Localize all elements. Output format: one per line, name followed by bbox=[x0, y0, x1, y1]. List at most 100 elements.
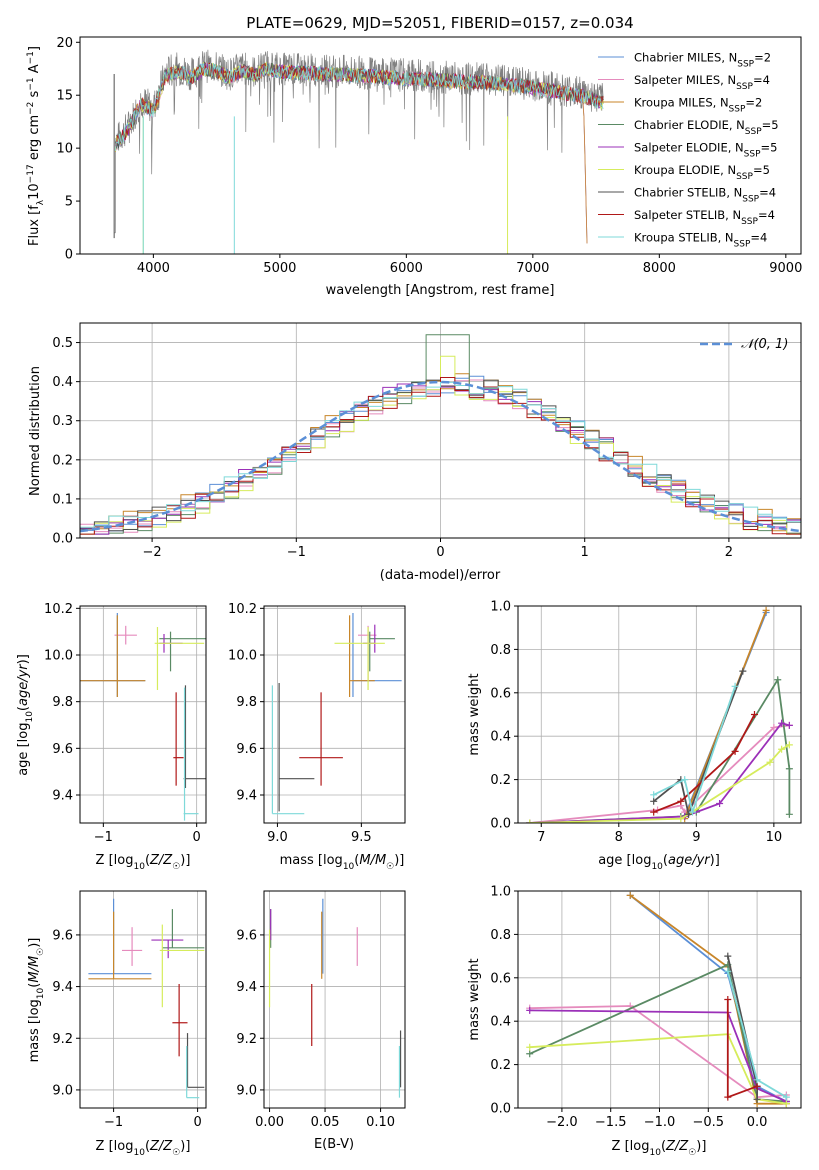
mass-weight-marker bbox=[724, 1093, 732, 1101]
x-tick-label: 9 bbox=[692, 830, 700, 845]
mass-weight-line bbox=[529, 677, 791, 823]
mass-weight-line bbox=[529, 744, 790, 823]
x-tick-label: 6000 bbox=[390, 261, 423, 276]
axes-frame bbox=[263, 890, 406, 1109]
x-tick-label: 0.05 bbox=[311, 1115, 340, 1130]
mass-weight-marker bbox=[778, 719, 786, 727]
mass-weight-marker bbox=[785, 741, 793, 749]
mass-weight-marker bbox=[650, 791, 658, 799]
age-vs-Z-plot-area bbox=[80, 613, 206, 821]
y-tick-label: 9.8 bbox=[236, 695, 257, 710]
residual-histogram-axes: −2 −1 0 1 2 0.0 0.1 0.2 0.3 0.4 0.5 bbox=[52, 322, 802, 560]
x-tick-label: 7 bbox=[537, 830, 545, 845]
y-tick-label: 1.0 bbox=[490, 885, 511, 900]
x-tick-label: 9.5 bbox=[351, 830, 372, 845]
mass-vs-EBV-axes: 0.00 0.05 0.10 9.0 9.2 9.4 9.6 bbox=[236, 890, 406, 1130]
legend-entry: Kroupa MILES, NSSP=2 bbox=[634, 96, 762, 115]
legend-entry: Chabrier STELIB, NSSP=4 bbox=[634, 186, 776, 205]
mass-weight-marker bbox=[526, 1006, 534, 1014]
x-axis-label: age [log10(age/yr)] bbox=[598, 853, 720, 872]
mass-vs-Z-axes: −1 0 9.0 9.2 9.4 9.6 bbox=[52, 890, 207, 1130]
y-axis-label: age [log10(age/yr)] bbox=[16, 654, 35, 776]
mass-weight-marker bbox=[762, 606, 770, 614]
mass-weight-marker bbox=[650, 808, 658, 816]
mass-weight-marker bbox=[785, 765, 793, 773]
mass-weight-marker bbox=[731, 747, 739, 755]
mass-weight-marker bbox=[782, 1093, 790, 1101]
axes-frame bbox=[263, 605, 406, 824]
y-tick-label: 0.4 bbox=[490, 1015, 511, 1030]
mass-weight-marker bbox=[766, 758, 774, 766]
x-tick-label: 5000 bbox=[263, 261, 296, 276]
mass-weight-marker bbox=[753, 1076, 761, 1084]
y-tick-label: 5 bbox=[65, 195, 73, 210]
x-tick-label: 7000 bbox=[516, 261, 549, 276]
y-tick-label: 0.6 bbox=[490, 686, 511, 701]
mass-vs-Z-plot-area bbox=[88, 898, 205, 1099]
age-vs-mass-axes: 9.0 9.5 9.4 9.6 9.8 10.0 10.2 bbox=[228, 602, 406, 845]
mass-weight-marker bbox=[526, 1050, 534, 1058]
y-tick-label: 9.4 bbox=[52, 789, 73, 804]
y-tick-label: 1.0 bbox=[490, 600, 511, 615]
y-axis-label: mass weight bbox=[467, 958, 482, 1040]
massweight-vs-Z-axes: −2.0 −1.5 −1.0 −0.5 0.0 0.0 0.2 0.4 0.6 0.8 1.0 bbox=[490, 885, 802, 1130]
y-tick-label: 10.0 bbox=[44, 649, 73, 664]
x-axis-label: (data-model)/error bbox=[380, 568, 501, 583]
x-tick-label: 8 bbox=[615, 830, 623, 845]
legend-entry: Kroupa STELIB, NSSP=4 bbox=[634, 231, 767, 250]
mass-weight-marker bbox=[688, 808, 696, 816]
x-tick-label: −1.0 bbox=[644, 1115, 676, 1130]
y-tick-label: 9.0 bbox=[236, 1083, 257, 1098]
mass-weight-marker bbox=[650, 797, 658, 805]
mass-weight-line bbox=[653, 714, 756, 813]
x-tick-label: 10 bbox=[766, 830, 783, 845]
legend-entry: Salpeter MILES, NSSP=4 bbox=[634, 73, 770, 92]
mass-weight-line bbox=[529, 722, 790, 823]
mass-weight-marker bbox=[785, 810, 793, 818]
residual-histogram-plot-area bbox=[80, 334, 801, 535]
y-tick-label: 9.4 bbox=[52, 980, 73, 995]
x-tick-label: 8000 bbox=[643, 261, 676, 276]
y-tick-label: 9.0 bbox=[52, 1083, 73, 1098]
mass-weight-marker bbox=[753, 1082, 761, 1090]
x-tick-label: 1 bbox=[581, 545, 589, 560]
y-tick-label: 9.6 bbox=[236, 928, 257, 943]
histogram-step bbox=[80, 355, 801, 535]
figure-title: PLATE=0629, MJD=52051, FIBERID=0157, z=0… bbox=[246, 14, 633, 32]
legend-entry: Kroupa ELODIE, NSSP=5 bbox=[634, 163, 770, 182]
massweight-vs-age-axes: 7 8 9 10 0.0 0.2 0.4 0.6 0.8 1.0 bbox=[490, 600, 802, 845]
mass-weight-line bbox=[653, 686, 736, 816]
y-tick-label: 0 bbox=[65, 248, 73, 263]
y-tick-label: 10 bbox=[56, 142, 73, 157]
y-tick-label: 9.6 bbox=[236, 742, 257, 757]
model-spectrum-line bbox=[115, 62, 604, 151]
legend-entry: Chabrier ELODIE, NSSP=5 bbox=[634, 118, 779, 137]
x-tick-label: −1 bbox=[287, 545, 306, 560]
y-tick-label: 9.6 bbox=[52, 928, 73, 943]
mass-weight-marker bbox=[785, 721, 793, 729]
y-tick-label: 0.6 bbox=[490, 971, 511, 986]
mass-weight-line bbox=[529, 1033, 787, 1105]
y-tick-label: 10.0 bbox=[228, 649, 257, 664]
x-axis-label: wavelength [Angstrom, rest frame] bbox=[326, 283, 555, 298]
mass-weight-marker bbox=[724, 967, 732, 975]
mass-weight-marker bbox=[739, 667, 747, 675]
x-tick-label: 0 bbox=[193, 830, 201, 845]
x-tick-label: 0.00 bbox=[255, 1115, 284, 1130]
gaussian-curve bbox=[80, 380, 801, 533]
model-spectrum-line bbox=[115, 62, 604, 147]
y-axis-label: mass [log10(M/M☉)] bbox=[27, 938, 46, 1063]
x-tick-label: 0 bbox=[436, 545, 444, 560]
x-tick-label: −1 bbox=[94, 830, 113, 845]
mass-weight-marker bbox=[724, 996, 732, 1003]
y-tick-label: 0.8 bbox=[490, 928, 511, 943]
x-tick-label: 4000 bbox=[137, 261, 170, 276]
age-vs-mass-plot-area bbox=[271, 613, 402, 815]
massweight-vs-age-plot-area bbox=[526, 606, 793, 823]
y-tick-label: 0.3 bbox=[52, 414, 73, 429]
mass-weight-line bbox=[529, 963, 787, 1103]
y-tick-label: 0.4 bbox=[52, 375, 73, 390]
mass-weight-marker bbox=[677, 797, 685, 805]
mass-weight-marker bbox=[716, 799, 724, 807]
